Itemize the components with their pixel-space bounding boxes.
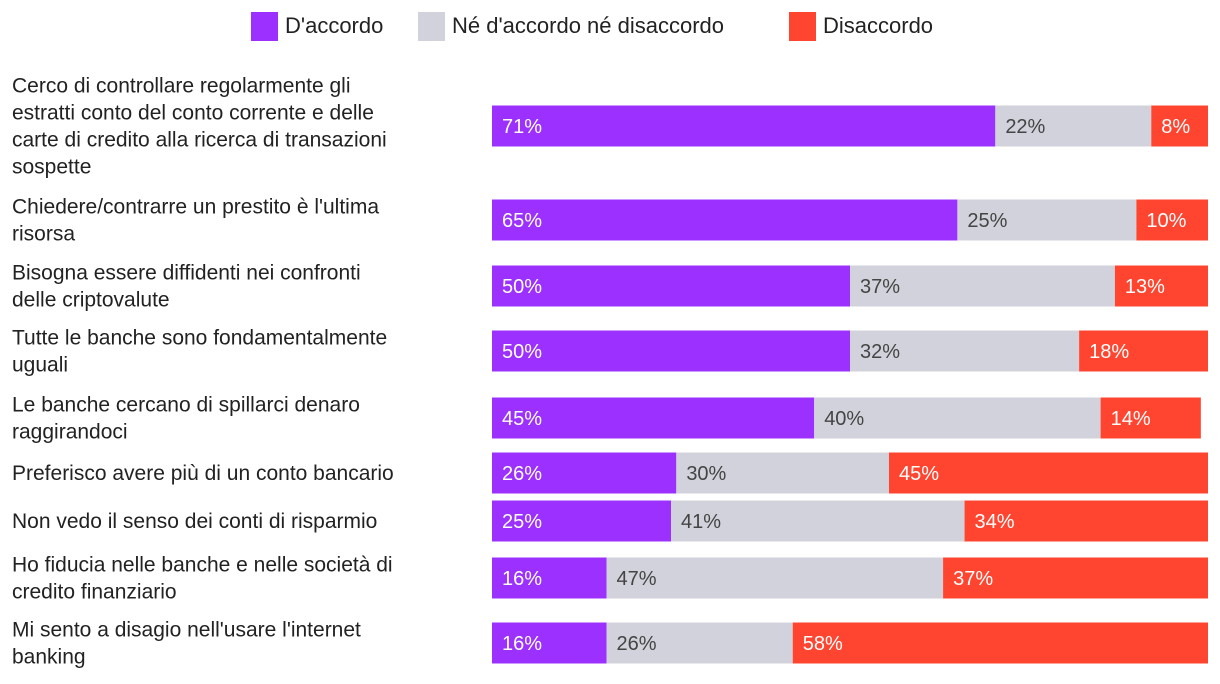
bar-row2-series2 xyxy=(957,199,1137,241)
value-label-row1-series1: 71% xyxy=(502,116,542,138)
value-label-row3-series2: 37% xyxy=(860,276,900,298)
legend: D'accordo Né d'accordo né disaccordo Disac… xyxy=(251,12,933,41)
bar-row3-series2 xyxy=(850,265,1115,307)
legend-swatch-2 xyxy=(418,12,445,41)
value-label-row1-series3: 8% xyxy=(1161,116,1190,138)
value-label-row7-series3: 34% xyxy=(975,511,1015,533)
value-label-row3-series3: 13% xyxy=(1125,276,1165,298)
category-labels: Cerco di controllare regolarmente gli est… xyxy=(12,75,394,669)
value-label-row9-series2: 26% xyxy=(617,633,657,655)
legend-label-2: Né d'accordo né disaccordo xyxy=(452,13,724,38)
value-label-row6-series2: 30% xyxy=(686,463,726,485)
category-label-row4-line2: uguali xyxy=(12,354,68,377)
value-label-row3-series1: 50% xyxy=(502,276,542,298)
category-label-row9-line2: banking xyxy=(12,646,86,669)
bar-row5-series3 xyxy=(1100,397,1201,439)
value-label-row2-series3: 10% xyxy=(1146,210,1186,232)
bar-row9-series2 xyxy=(606,622,793,664)
value-label-row1-series2: 22% xyxy=(1005,116,1045,138)
bar-row4-series3 xyxy=(1079,330,1208,372)
value-label-row2-series2: 25% xyxy=(967,210,1007,232)
bar-row3-series1 xyxy=(492,265,850,307)
category-label-row1-line2: estratti conto del conto corrente e dell… xyxy=(12,102,374,125)
legend-swatch-1 xyxy=(251,12,278,41)
legend-swatch-3 xyxy=(789,12,816,41)
value-label-row9-series3: 58% xyxy=(803,633,843,655)
bar-row9-series1 xyxy=(492,622,607,664)
value-label-row2-series1: 65% xyxy=(502,210,542,232)
category-label-row3-line2: delle criptovalute xyxy=(12,289,170,312)
bar-row4-series1 xyxy=(492,330,850,372)
value-label-row8-series3: 37% xyxy=(953,568,993,590)
value-label-row6-series3: 45% xyxy=(899,463,939,485)
value-label-row8-series2: 47% xyxy=(617,568,657,590)
bar-row2-series3 xyxy=(1136,199,1208,241)
category-label-row1-line3: carte di credito alla ricerca di transaz… xyxy=(12,129,387,152)
value-label-row4-series1: 50% xyxy=(502,341,542,363)
category-label-row5-line2: raggirandoci xyxy=(12,421,128,444)
bars: 71% 22% 8% 65% 25% 10% 50% 37% 13% 50% 32% 18% 45% 40… xyxy=(492,105,1208,664)
bar-row6-series1 xyxy=(492,452,677,494)
category-label-row6-line1: Preferisco avere più di un conto bancari… xyxy=(12,462,394,485)
value-label-row4-series2: 32% xyxy=(860,341,900,363)
bar-row1-series1 xyxy=(492,105,996,147)
bar-row3-series3 xyxy=(1114,265,1208,307)
category-label-row8-line1: Ho fiducia nelle banche e nelle società … xyxy=(12,554,393,577)
bar-row8-series2 xyxy=(606,557,944,599)
category-label-row8-line2: credito finanziario xyxy=(12,581,177,604)
bar-row7-series2 xyxy=(671,500,965,542)
bar-row7-series1 xyxy=(492,500,671,542)
category-label-row4-line1: Tutte le banche sono fondamentalmente xyxy=(12,327,387,350)
bar-row6-series2 xyxy=(676,452,889,494)
legend-label-1: D'accordo xyxy=(285,13,383,38)
value-label-row4-series3: 18% xyxy=(1089,341,1129,363)
category-label-row5-line1: Le banche cercano di spillarci denaro xyxy=(12,394,360,417)
category-label-row1-line1: Cerco di controllare regolarmente gli xyxy=(12,75,351,98)
category-label-row1-line4: sospette xyxy=(12,156,91,179)
bar-row5-series2 xyxy=(814,397,1101,439)
category-label-row9-line1: Mi sento a disagio nell'usare l'internet xyxy=(12,619,361,642)
value-label-row8-series1: 16% xyxy=(502,568,542,590)
bar-row5-series1 xyxy=(492,397,815,439)
bar-row4-series2 xyxy=(850,330,1080,372)
value-label-row5-series3: 14% xyxy=(1111,408,1151,430)
bar-row8-series3 xyxy=(943,557,1208,599)
bar-row9-series3 xyxy=(792,622,1208,664)
bar-row8-series1 xyxy=(492,557,607,599)
value-label-row7-series2: 41% xyxy=(681,511,721,533)
value-label-row9-series1: 16% xyxy=(502,633,542,655)
bar-row7-series3 xyxy=(964,500,1208,542)
legend-label-3: Disaccordo xyxy=(823,13,933,38)
bar-row6-series3 xyxy=(888,452,1208,494)
category-label-row3-line1: Bisogna essere diffidenti nei confronti xyxy=(12,262,361,285)
bar-row2-series1 xyxy=(492,199,958,241)
category-label-row7-line1: Non vedo il senso dei conti di risparmio xyxy=(12,510,377,533)
value-label-row6-series1: 26% xyxy=(502,463,542,485)
value-label-row5-series2: 40% xyxy=(824,408,864,430)
bar-row1-series2 xyxy=(995,105,1152,147)
category-label-row2-line2: risorsa xyxy=(12,223,75,246)
value-label-row5-series1: 45% xyxy=(502,408,542,430)
value-label-row7-series1: 25% xyxy=(502,511,542,533)
category-label-row2-line1: Chiedere/contrarre un prestito è l'ultim… xyxy=(12,196,379,219)
bar-row1-series3 xyxy=(1151,105,1208,147)
